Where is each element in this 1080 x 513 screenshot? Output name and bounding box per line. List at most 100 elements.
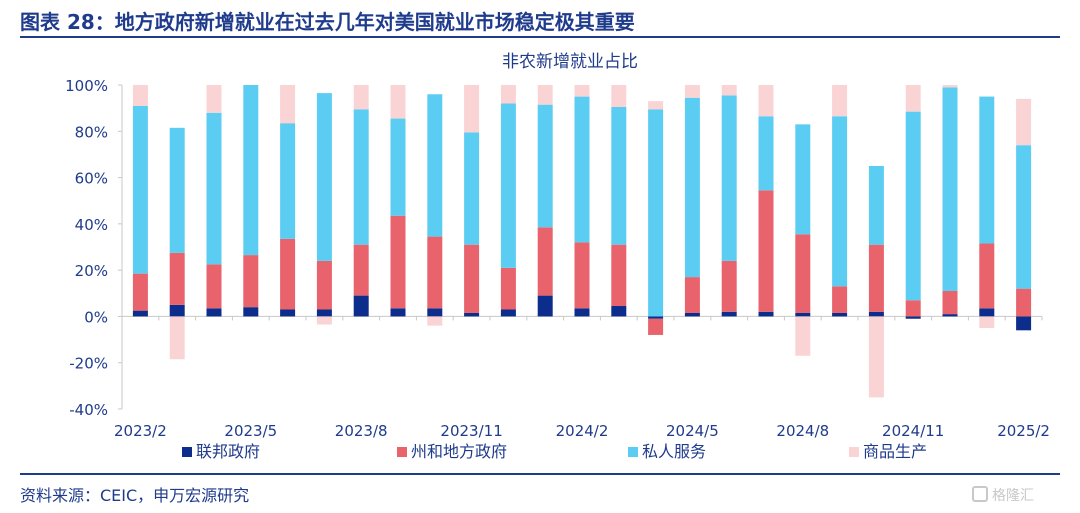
bar-segment — [905, 85, 921, 112]
bar-segment — [795, 312, 811, 317]
x-tick-label: 2024/5 — [666, 422, 719, 440]
legend-label: 州和地方政府 — [411, 442, 507, 461]
bar-segment — [758, 116, 774, 191]
bar-segment — [169, 252, 185, 305]
legend-label: 联邦政府 — [196, 442, 260, 461]
chart-title: 非农新增就业占比 — [502, 52, 638, 72]
header: 图表 28：地方政府新增就业在过去几年对美国就业市场稳定极其重要 — [0, 0, 1080, 38]
bar-segment — [832, 85, 848, 117]
watermark-logo-icon — [972, 486, 988, 502]
bar-segment — [280, 309, 296, 317]
bar-segment — [942, 85, 958, 88]
bar-segment — [132, 273, 148, 311]
bar-segment — [832, 286, 848, 313]
bar-segment — [868, 166, 884, 245]
bar-segment — [280, 85, 296, 124]
figure-title: 图表 28：地方政府新增就业在过去几年对美国就业市场稳定极其重要 — [20, 10, 635, 34]
legend-swatch — [182, 447, 192, 457]
bar-segment — [316, 260, 332, 310]
bar-segment — [206, 308, 222, 317]
bar-segment — [648, 318, 664, 335]
bar-segment — [795, 234, 811, 313]
bar-segment — [537, 295, 553, 317]
bar-segment — [464, 244, 480, 313]
bar-segment — [648, 109, 664, 317]
bar-segment — [390, 308, 406, 317]
bar-segment — [206, 112, 222, 265]
x-tick-label: 2023/5 — [224, 422, 277, 440]
bar-segment — [169, 316, 185, 360]
bar-segment — [905, 300, 921, 317]
bar-segment — [132, 310, 148, 317]
bar-segment — [353, 109, 369, 245]
bar-segment — [868, 311, 884, 317]
bar-segment — [905, 111, 921, 301]
bar-segment — [942, 314, 958, 317]
x-tick-label: 2023/8 — [335, 422, 388, 440]
legend-label: 私人服务 — [642, 442, 706, 461]
bar-segment — [905, 316, 921, 319]
bar-segment — [721, 85, 737, 96]
bar-segment — [537, 104, 553, 228]
bar-segment — [169, 127, 185, 253]
bar-segment — [500, 267, 516, 310]
y-tick-label: 20% — [75, 262, 108, 280]
bar-segment — [243, 255, 259, 308]
y-tick-label: 100% — [65, 77, 108, 95]
legend-swatch — [849, 447, 859, 457]
bar-segment — [684, 312, 700, 317]
y-tick-label: 80% — [75, 123, 108, 141]
bar-segment — [758, 311, 774, 317]
bar-segment — [942, 290, 958, 315]
bar-segment — [353, 295, 369, 317]
watermark: 格隆汇 — [972, 485, 1034, 505]
bar-segment — [316, 316, 332, 325]
bar-segment — [280, 123, 296, 239]
legend-label: 商品生产 — [863, 442, 927, 461]
bar-segment — [721, 260, 737, 312]
bar-segment — [1016, 316, 1032, 331]
x-tick-label: 2024/2 — [556, 422, 609, 440]
bar-segment — [758, 85, 774, 117]
bar-segment — [795, 316, 811, 356]
footer-rule — [20, 473, 1060, 475]
chart-legend: 联邦政府 州和地方政府 私人服务 商品生产 — [182, 442, 927, 461]
bar-segment — [132, 85, 148, 106]
bar-segment — [206, 264, 222, 309]
bar-segment — [868, 316, 884, 398]
bar-segment — [500, 103, 516, 268]
bar-segment — [648, 101, 664, 110]
bar-segment — [427, 236, 443, 309]
x-tick-label: 2023/2 — [114, 422, 167, 440]
bar-segment — [316, 93, 332, 261]
bar-segment — [832, 312, 848, 317]
bar-segment — [464, 132, 480, 245]
bar-segment — [353, 244, 369, 296]
stacked-bar-chart: 非农新增就业占比 -40% -20% 0% 20% 40% 60% 80% 100% 2023/… — [65, 52, 1050, 461]
bar-segment — [942, 87, 958, 291]
bar-segment — [537, 85, 553, 105]
legend-swatch — [628, 447, 638, 457]
bar-segment — [390, 215, 406, 309]
bar-segment — [648, 316, 664, 319]
bar-segment — [500, 309, 516, 317]
y-tick-label: -40% — [69, 401, 108, 419]
bar-segment — [206, 85, 222, 113]
bar-segment — [427, 316, 443, 326]
bar-segment — [132, 105, 148, 274]
bar-segment — [832, 116, 848, 287]
bar-segment — [537, 227, 553, 296]
bar-segment — [427, 94, 443, 237]
bar-segment — [243, 307, 259, 317]
bar-segment — [684, 85, 700, 98]
bar-segment — [721, 311, 737, 317]
source-note: 资料来源：CEIC，申万宏源研究 — [20, 486, 250, 505]
bar-segment — [868, 244, 884, 312]
x-tick-label: 2024/8 — [776, 422, 829, 440]
bar-segment — [611, 106, 627, 245]
header-rule — [20, 36, 1060, 38]
y-tick-label: 40% — [75, 216, 108, 234]
bar-segment — [353, 85, 369, 110]
bar-segment — [243, 85, 259, 256]
bar-segment — [611, 85, 627, 107]
